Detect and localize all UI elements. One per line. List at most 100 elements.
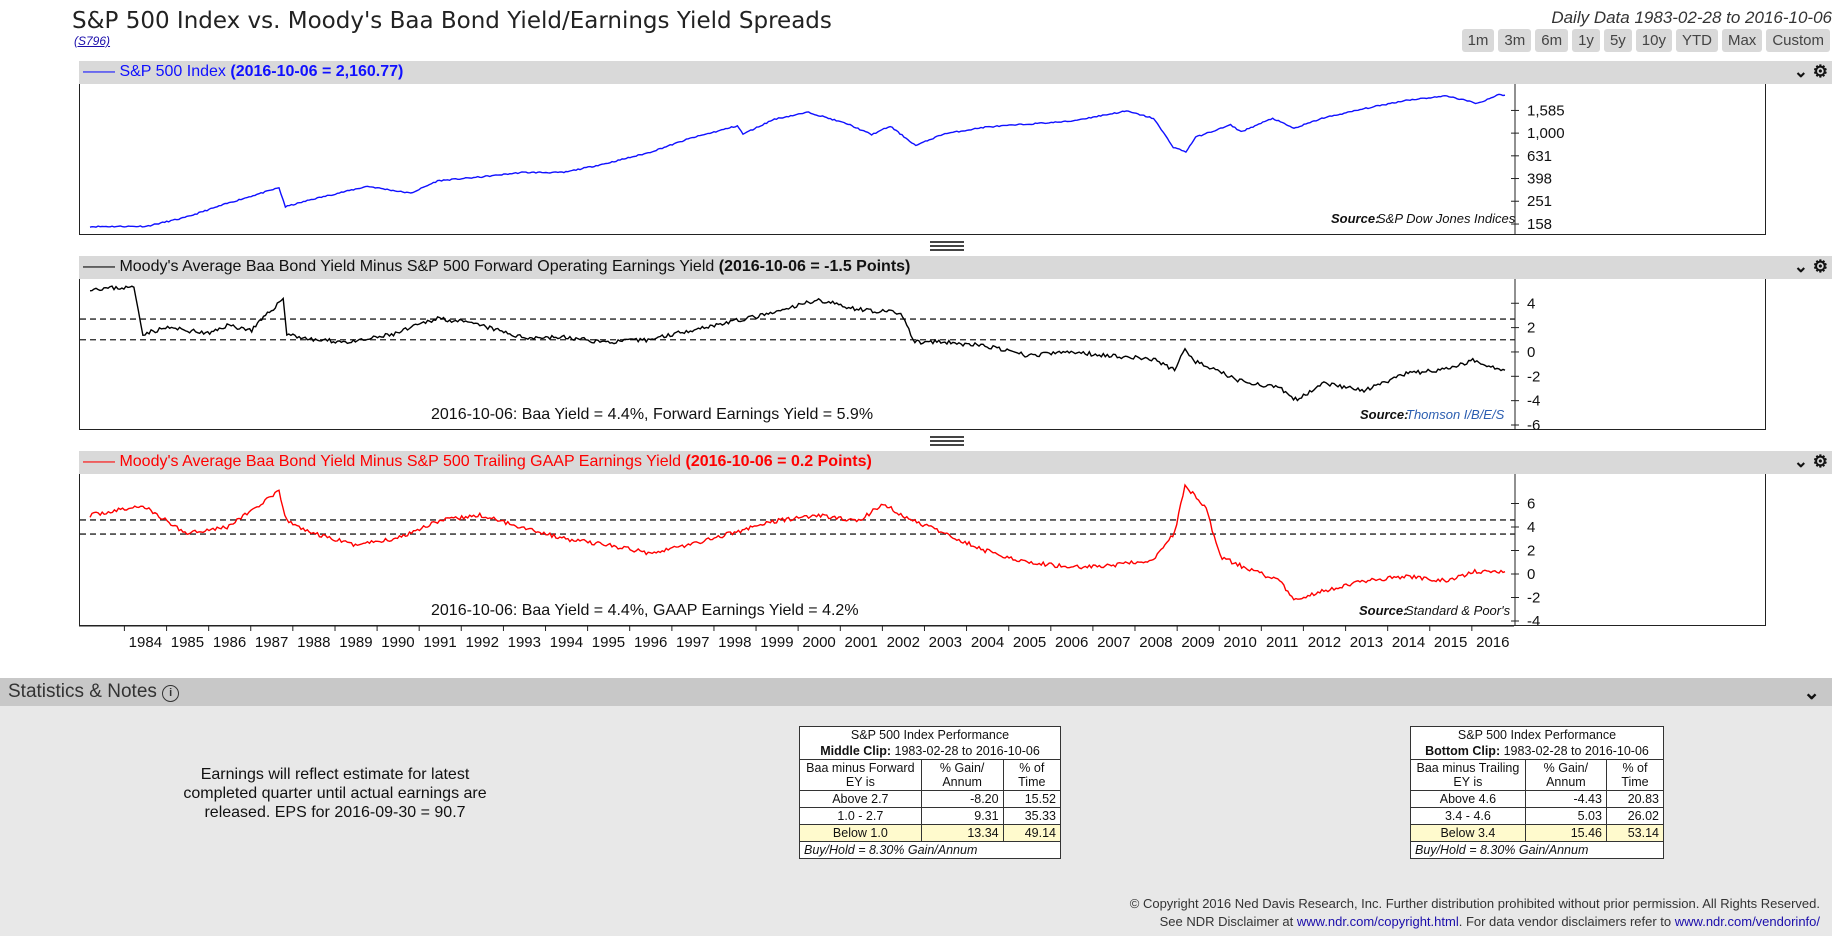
x-tick-label: 2000 — [802, 634, 835, 651]
panel-title-sp500: S&P 500 Index — [119, 63, 226, 80]
stats-time: 35.33 — [1002, 807, 1062, 825]
x-tick-label: 1991 — [423, 634, 456, 651]
copyright-text: © Copyright 2016 Ned Davis Research, Inc… — [1129, 896, 1820, 911]
x-tick-label: 1997 — [676, 634, 709, 651]
y-tick-label: 158 — [1527, 216, 1552, 233]
splitter-icon[interactable] — [930, 239, 964, 253]
x-tick-label: 2016 — [1476, 634, 1509, 651]
y-tick-label: -2 — [1527, 368, 1540, 385]
splitter-icon[interactable] — [930, 434, 964, 448]
x-tick-label: 1990 — [381, 634, 414, 651]
stats-clip: Middle Clip: — [820, 744, 892, 758]
x-tick-label: 1986 — [213, 634, 246, 651]
x-tick-label: 2001 — [844, 634, 877, 651]
y-tick-label: -4 — [1527, 393, 1540, 410]
source-text: Standard & Poor's — [1405, 603, 1511, 618]
stats-clip-range: 1983-02-28 to 2016-10-06 — [894, 744, 1040, 758]
plot-area-sp500: 1581582512513983986316311,0001,0001,5851… — [34, 84, 1766, 235]
range-button-3m[interactable]: 3m — [1498, 29, 1532, 52]
x-tick-label: 2013 — [1350, 634, 1383, 651]
stats-col-gain: % Gain/ Annum — [1524, 759, 1607, 791]
gear-icon[interactable]: ⚙ — [1812, 452, 1828, 471]
panel-annotation: 2016-10-06: Baa Yield = 4.4%, Forward Ea… — [431, 406, 873, 423]
chart-sp500: 1581582512513983986316311,0001,0001,5851… — [34, 84, 1565, 234]
y-tick-label: 4 — [1527, 295, 1535, 312]
stats-col-time: % of Time — [1002, 759, 1062, 791]
x-tick-label: 1987 — [255, 634, 288, 651]
x-tick-label: 1985 — [171, 634, 204, 651]
x-tick-label: 1984 — [129, 634, 162, 651]
chevron-down-icon[interactable]: ⌄ — [1793, 62, 1809, 81]
panel-value-sp500: (2016-10-06 = 2,160.77) — [230, 63, 404, 80]
disclaimer-link[interactable]: www.ndr.com/copyright.html — [1296, 914, 1459, 929]
vendor-link[interactable]: www.ndr.com/vendorinfo/ — [1674, 914, 1820, 929]
stats-gain: -8.20 — [920, 790, 1004, 808]
series-line — [89, 93, 1506, 228]
disclaimer-prefix: See NDR Disclaimer at — [1159, 914, 1294, 929]
legend-line-icon: —— — [83, 63, 115, 80]
series-line — [89, 483, 1506, 601]
stats-gain: 13.34 — [920, 824, 1004, 842]
x-tick-label: 1993 — [508, 634, 541, 651]
chevron-down-icon[interactable]: ⌄ — [1803, 682, 1820, 704]
chart-trailing: -4-4-2-2002244662016-10-06: Baa Yield = … — [59, 474, 1540, 630]
plot-area-trailing: -4-4-2-2002244662016-10-06: Baa Yield = … — [59, 474, 1766, 630]
notes-title: Statistics & Notes — [8, 681, 157, 702]
range-button-1y[interactable]: 1y — [1572, 29, 1600, 52]
range-button-max[interactable]: Max — [1721, 29, 1763, 52]
panel-annotation: 2016-10-06: Baa Yield = 4.4%, GAAP Earni… — [431, 602, 859, 619]
x-axis: 1984 1985 1986 1987 1988 1989 1990 1991 1992 1993… — [79, 625, 1514, 651]
chevron-down-icon[interactable]: ⌄ — [1793, 452, 1809, 471]
x-tick-label: 2009 — [1181, 634, 1214, 651]
notes-header[interactable]: Statistics & Notes i ⌄ — [0, 678, 1832, 706]
stats-row-header: Baa minus Forward EY is — [799, 759, 922, 791]
stats-range: Above 4.6 — [1410, 790, 1526, 808]
stats-gain: 9.31 — [920, 807, 1004, 825]
legend-line-icon: —— — [83, 453, 115, 470]
y-tick-label: 2 — [1527, 543, 1535, 560]
source-label: Source: — [1360, 407, 1408, 422]
stats-table-bottom: S&P 500 Index Performance Bottom Clip: 1… — [1410, 726, 1665, 859]
x-tick-label: 2002 — [887, 634, 920, 651]
stats-title: S&P 500 Index Performance — [850, 728, 1010, 742]
range-button-1m[interactable]: 1m — [1461, 29, 1495, 52]
y-tick-label: -2 — [1527, 590, 1540, 607]
panel-header-trailing: —— Moody's Average Baa Bond Yield Minus … — [79, 451, 1832, 474]
stats-clip-range: 1983-02-28 to 2016-10-06 — [1503, 744, 1649, 758]
x-tick-label: 1996 — [634, 634, 667, 651]
range-button-5y[interactable]: 5y — [1603, 29, 1632, 52]
chevron-down-icon[interactable]: ⌄ — [1793, 257, 1809, 276]
y-tick-label: 4 — [1527, 519, 1535, 536]
y-tick-label: 398 — [1527, 171, 1552, 188]
y-tick-label: 2 — [1527, 320, 1535, 337]
range-button-custom[interactable]: Custom — [1766, 29, 1830, 52]
panel-value-forward: (2016-10-06 = -1.5 Points) — [718, 258, 911, 275]
footer: © Copyright 2016 Ned Davis Research, Inc… — [1130, 895, 1820, 931]
stats-buy-hold: Buy/Hold = 8.30% Gain/Annum — [1410, 841, 1664, 859]
info-icon[interactable]: i — [162, 685, 180, 702]
stats-range: Below 3.4 — [1410, 824, 1526, 842]
table-row: Above 2.7 -8.20 15.52 — [799, 790, 1062, 808]
table-row: 1.0 - 2.7 9.31 35.33 — [799, 807, 1062, 825]
table-row: 3.4 - 4.6 5.03 26.02 — [1410, 807, 1665, 825]
x-tick-label: 1994 — [550, 634, 583, 651]
table-row: Below 1.0 13.34 49.14 — [799, 824, 1062, 842]
x-tick-label: 2015 — [1434, 634, 1467, 651]
x-tick-label: 1989 — [339, 634, 372, 651]
gear-icon[interactable]: ⚙ — [1812, 257, 1828, 276]
plot-area-forward: -6-6-4-4-2-20022442016-10-06: Baa Yield … — [59, 279, 1766, 434]
legend-line-icon: —— — [83, 258, 115, 275]
range-button-6m[interactable]: 6m — [1535, 29, 1569, 52]
range-button-10y[interactable]: 10y — [1635, 29, 1672, 52]
stats-title: S&P 500 Index Performance — [1457, 728, 1617, 742]
x-tick-label: 2011 — [1266, 634, 1298, 651]
range-button-ytd[interactable]: YTD — [1675, 29, 1718, 52]
chart-code-link[interactable]: (S796) — [74, 34, 111, 48]
stats-row-header: Baa minus Trailing EY is — [1410, 759, 1526, 791]
stats-gain: 15.46 — [1524, 824, 1607, 842]
y-tick-label: 0 — [1527, 344, 1535, 361]
page-title: S&P 500 Index vs. Moody's Baa Bond Yield… — [72, 8, 832, 34]
x-tick-label: 2004 — [971, 634, 1004, 651]
x-tick-label: 2014 — [1392, 634, 1425, 651]
gear-icon[interactable]: ⚙ — [1812, 62, 1828, 81]
